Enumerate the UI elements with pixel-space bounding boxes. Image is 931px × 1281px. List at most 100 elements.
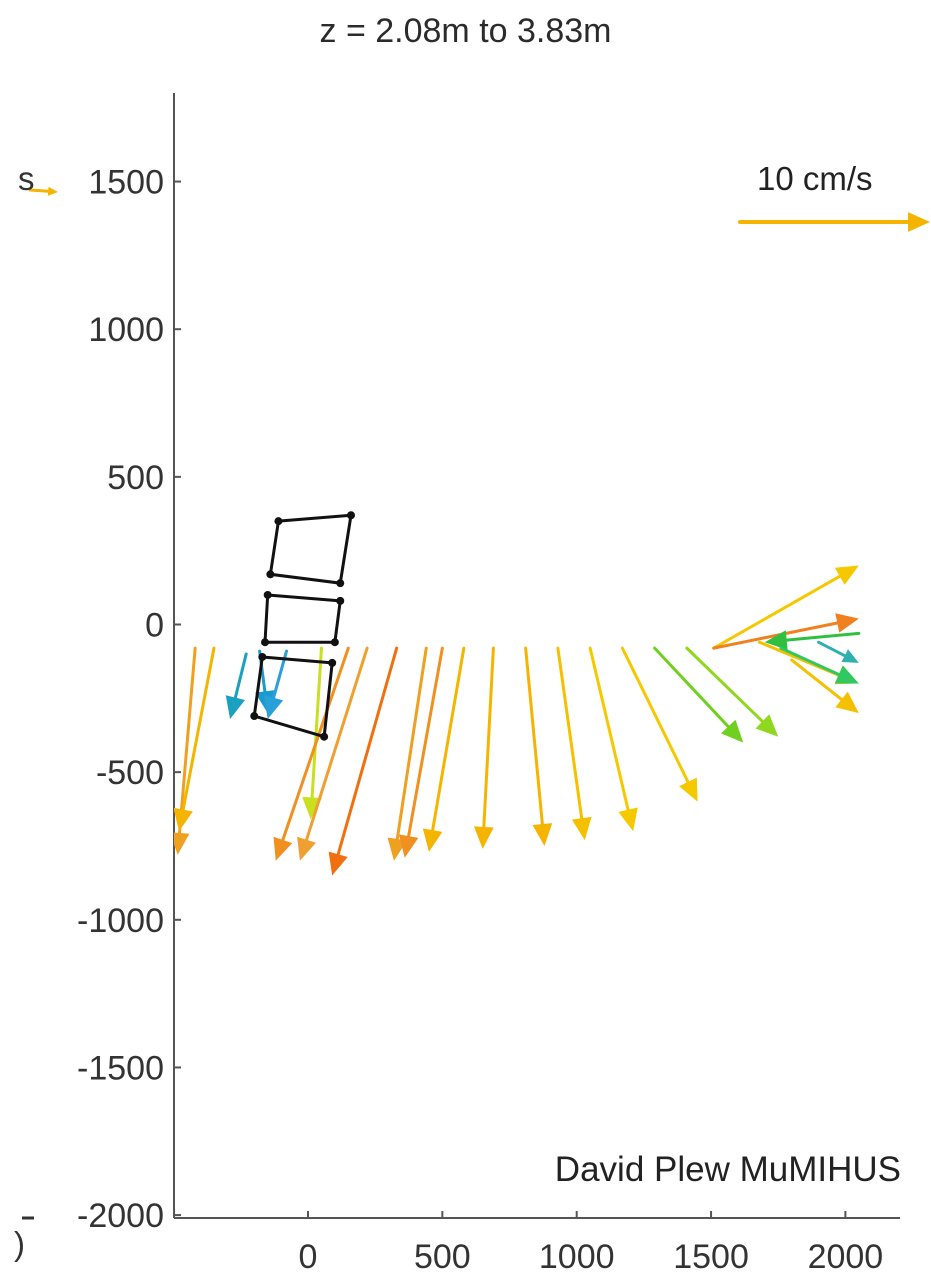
x-tick-label: 1000 (539, 1238, 615, 1276)
arrow-shaft (653, 646, 730, 729)
velocity-vector-25 (817, 640, 859, 663)
velocity-vector-13 (473, 646, 495, 849)
arrow-head (174, 832, 190, 855)
truncated-left-arrow (28, 186, 58, 196)
arrow-shaft (556, 646, 584, 820)
velocity-vector-7 (273, 646, 350, 861)
arrow-shaft (336, 646, 399, 856)
structure-node (346, 511, 355, 520)
arrow-head (618, 807, 638, 832)
arrow-shaft (620, 646, 690, 784)
arrow-head (47, 186, 58, 196)
structure-node (336, 579, 345, 588)
velocity-vector-8 (297, 646, 369, 861)
structure-layer (250, 511, 355, 741)
velocity-vector-1 (174, 646, 197, 855)
y-tick-label: 1500 (88, 164, 164, 202)
truncated-left-label-top: s (18, 160, 35, 197)
structure-node (266, 570, 275, 579)
arrow-shaft (178, 646, 197, 835)
arrow-head (835, 613, 859, 633)
arrow-head (328, 851, 348, 876)
arrow-shaft (431, 646, 466, 832)
y-tick-label: 0 (145, 607, 164, 645)
arrow-head (908, 212, 930, 232)
arrow-head (721, 719, 744, 743)
arrow-head (834, 565, 859, 585)
arrow-head (571, 816, 592, 841)
velocity-vector-15 (556, 646, 592, 841)
velocity-vector-5 (264, 649, 289, 719)
arrow-head (264, 695, 284, 719)
arrow-shaft (482, 646, 495, 829)
arrow-head (679, 777, 698, 802)
arrow-head (273, 836, 293, 861)
arrow-shaft (181, 646, 216, 812)
arrow-shaft (817, 640, 847, 658)
reference-vector-layer (28, 186, 930, 232)
arrow-shaft (685, 646, 764, 723)
arrow-head (841, 649, 859, 663)
arrow-shaft (712, 621, 839, 650)
x-tick-label: 2000 (808, 1238, 884, 1276)
x-tick-label: 0 (299, 1238, 318, 1276)
arrow-head (225, 695, 245, 719)
arrow-shaft (305, 646, 369, 842)
arrow-head (398, 834, 419, 858)
y-tick-label: 500 (107, 459, 164, 497)
velocity-vector-22 (764, 630, 861, 651)
velocity-vector-17 (620, 646, 698, 802)
y-tick-label: -500 (96, 754, 164, 792)
y-tick-label: 1000 (88, 311, 164, 349)
arrow-shaft (28, 188, 50, 193)
structure-node (320, 732, 329, 741)
arrow-shaft (588, 646, 630, 812)
velocity-vector-24 (779, 646, 859, 684)
y-tick-label: -2000 (77, 1197, 164, 1235)
arrow-head (422, 828, 443, 852)
arrow-head (755, 714, 779, 737)
reference-vector-arrow (738, 212, 930, 232)
structure-node (336, 596, 345, 605)
velocity-vector-18 (653, 646, 744, 743)
velocity-vector-14 (524, 646, 553, 846)
structure-node (250, 712, 259, 721)
velocity-vector-9 (328, 646, 399, 876)
y-tick-label: -1000 (77, 902, 164, 940)
structure-node (261, 638, 270, 647)
arrow-head (255, 690, 275, 714)
x-tick-label: 500 (414, 1238, 471, 1276)
credit-text: David Plew MuMIHUS (554, 1150, 901, 1189)
arrow-shaft (233, 652, 248, 700)
arrow-head (835, 691, 859, 714)
velocity-vector-10 (387, 646, 428, 861)
velocity-vector-20 (712, 565, 859, 650)
structure-node (258, 652, 267, 661)
structure-node (328, 658, 337, 667)
arrow-head (764, 630, 788, 651)
velocity-vector-26 (790, 658, 859, 714)
velocity-vector-2 (174, 646, 216, 832)
arrow-shaft (281, 646, 350, 842)
structure-frame-1 (268, 513, 353, 585)
arrow-shaft (790, 658, 844, 701)
structure-node (330, 638, 339, 647)
arrow-head (834, 665, 859, 684)
arrow-head (174, 807, 193, 832)
arrow-shaft (712, 574, 842, 650)
arrow-shaft (785, 631, 861, 642)
axes-layer: 1500 1000 500 0 -500 -1000 -1500 -2000 0 500 1000 1… (22, 92, 900, 1276)
arrow-shaft (310, 646, 323, 799)
arrow-shaft (524, 646, 544, 826)
velocity-vector-11 (398, 646, 444, 858)
truncated-left-label-bottom: ) (14, 1225, 25, 1262)
arrow-head (297, 836, 317, 861)
arrow-shaft (407, 646, 444, 838)
velocity-vector-21 (712, 613, 859, 650)
velocity-vector-16 (588, 646, 638, 832)
arrow-head (473, 826, 494, 849)
structure-node (263, 590, 272, 599)
velocity-vector-19 (685, 646, 779, 737)
